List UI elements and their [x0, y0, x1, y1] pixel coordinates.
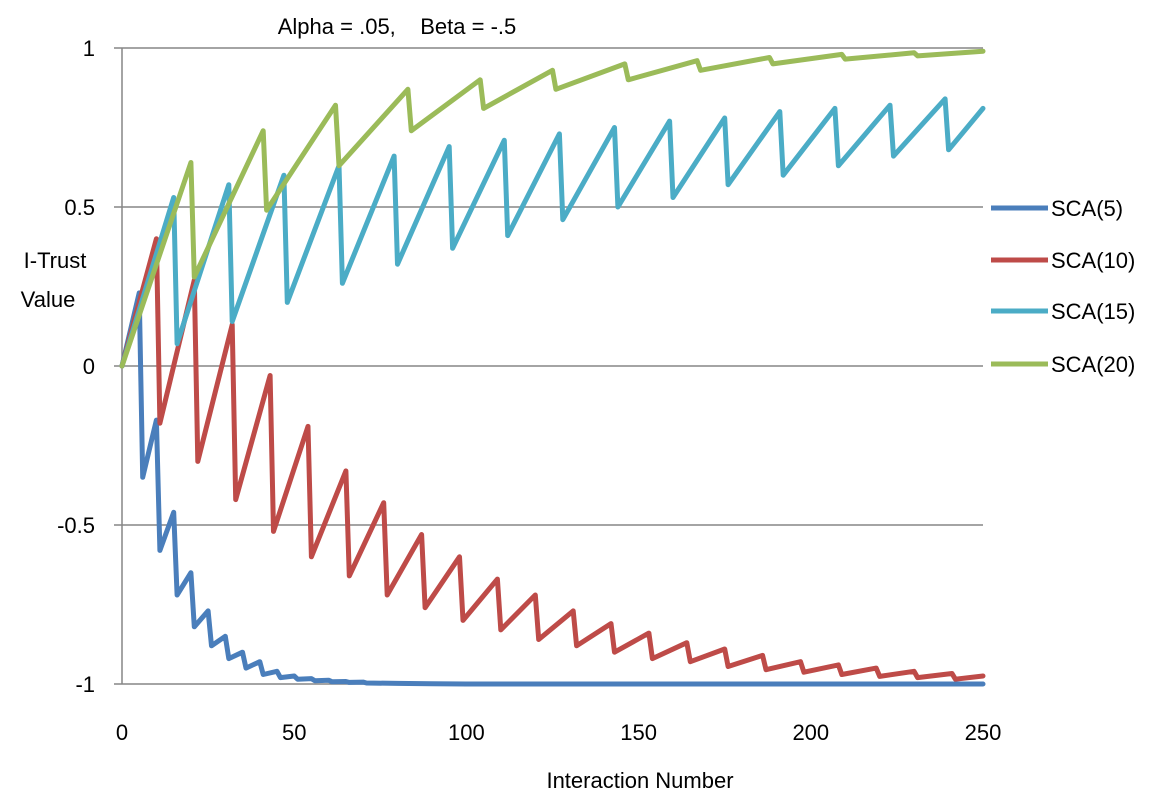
legend-label: SCA(15)	[1051, 299, 1135, 324]
series-lines	[119, 48, 986, 687]
x-tick-label: 200	[792, 720, 829, 745]
legend-label: SCA(20)	[1051, 352, 1135, 377]
y-tick-label: 1	[83, 36, 95, 61]
y-tick-label: -1	[75, 672, 95, 697]
x-tick-label: 150	[620, 720, 657, 745]
x-tick-label: 250	[965, 720, 1002, 745]
x-tick-labels: 0 50 100 150 200 250	[116, 720, 1001, 745]
chart-title: Alpha = .05, Beta = -.5	[278, 14, 517, 39]
series-line-sca-10	[119, 236, 986, 682]
x-axis-label: Interaction Number	[546, 768, 733, 793]
y-tick-label: -0.5	[57, 513, 95, 538]
series-line-sca-20	[119, 48, 986, 369]
y-axis-label-line-2: Value	[21, 287, 76, 312]
x-tick-label: 100	[448, 720, 485, 745]
legend: SCA(5) SCA(10) SCA(15) SCA(20)	[991, 196, 1135, 377]
gridlines	[114, 47, 983, 685]
series-line-sca-15	[119, 96, 986, 369]
x-tick-label: 50	[282, 720, 306, 745]
y-axis-label-line-1: I-Trust	[24, 248, 87, 273]
series-line-sca-5	[119, 290, 986, 687]
y-tick-label: 0	[83, 354, 95, 379]
y-tick-label: 0.5	[64, 195, 95, 220]
y-tick-labels: 1 0.5 0 -0.5 -1	[57, 36, 95, 697]
legend-label: SCA(5)	[1051, 196, 1123, 221]
x-tick-label: 0	[116, 720, 128, 745]
legend-label: SCA(10)	[1051, 248, 1135, 273]
